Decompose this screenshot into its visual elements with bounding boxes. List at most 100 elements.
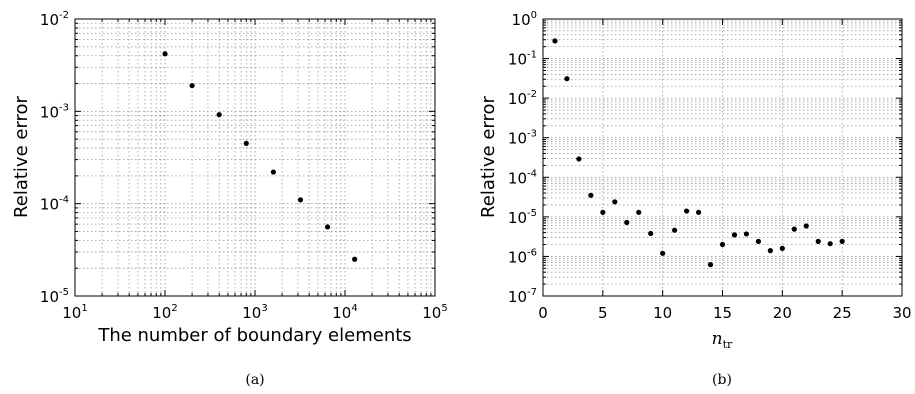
b-data-point <box>767 248 773 254</box>
b-data-point <box>839 238 845 244</box>
a-points <box>162 51 358 262</box>
a-x-tick-label: 104 <box>332 303 357 322</box>
a-data-point <box>189 82 195 89</box>
b-x-tick-label: 5 <box>598 304 608 322</box>
b-data-point <box>660 250 666 256</box>
a-x-tick-base: 10 <box>422 304 441 322</box>
b-data-point <box>564 76 570 82</box>
a-x-tick-label: 101 <box>62 303 87 322</box>
b-points <box>552 38 845 268</box>
a-data-point <box>352 256 358 262</box>
b-y-tick-base: 10 <box>508 248 527 266</box>
b-data-point <box>707 262 714 268</box>
b-caption: (b) <box>712 372 732 388</box>
a-x-tick-base: 10 <box>62 304 81 322</box>
b-y-tick-base: 10 <box>508 209 527 227</box>
b-y-tick-exp: -7 <box>527 287 537 298</box>
a-x-tick-exp: 4 <box>351 303 357 314</box>
b-y-tick-base: 10 <box>508 130 527 148</box>
b-x-tick-label: 20 <box>773 304 792 322</box>
b-y-tick-exp: -3 <box>527 129 537 140</box>
b-data-point <box>779 245 785 251</box>
b-y-tick-label: 10-7 <box>508 287 537 306</box>
b-y-tick-label: 100 <box>512 10 537 29</box>
b-y-tick-base: 10 <box>508 169 527 187</box>
a-x-tick-base: 10 <box>332 304 351 322</box>
b-y-tick-exp: -6 <box>527 247 537 258</box>
b-data-point <box>803 223 809 229</box>
a-y-tick-exp: -2 <box>59 10 69 21</box>
b-y-tick-exp: -1 <box>527 50 537 61</box>
b-data-point <box>827 241 833 247</box>
b-data-point <box>648 230 654 237</box>
a-data-point <box>216 112 222 118</box>
b-y-tick-base: 10 <box>508 90 527 108</box>
a-y-tick-base: 10 <box>40 103 59 121</box>
b-x-axis-label-main: n <box>712 329 723 349</box>
b-x-tick-label: 15 <box>713 304 732 322</box>
panel-a: 101 102 103 104 105 10-510-410-310-2 The num… <box>11 10 448 388</box>
b-y-tick-label: 10-5 <box>508 208 537 227</box>
b-y-tick-exp: -2 <box>527 89 537 100</box>
a-grid <box>74 18 436 297</box>
b-data-point <box>743 231 750 237</box>
a-x-tick-base: 10 <box>152 304 171 322</box>
a-y-tick-label: 10-5 <box>40 287 69 306</box>
b-data-point <box>636 209 642 215</box>
b-x-tick-label: 30 <box>892 304 911 322</box>
a-x-tick-base: 10 <box>242 304 261 322</box>
b-data-point <box>588 192 594 198</box>
b-y-tick-base: 10 <box>512 11 531 29</box>
a-y-tick-exp: -3 <box>59 102 69 113</box>
a-y-tick-label: 10-2 <box>40 10 69 29</box>
b-y-tick-label: 10-3 <box>508 129 537 148</box>
b-data-point <box>719 241 726 248</box>
a-caption: (a) <box>245 372 264 388</box>
a-data-point <box>297 197 304 203</box>
b-y-tick-exp: -4 <box>527 168 537 179</box>
panel-b: 0 5 10 15 20 25 30 10-710-610-510-410-310-210-… <box>478 10 912 388</box>
a-x-tick-exp: 5 <box>441 303 447 314</box>
b-y-tick-base: 10 <box>508 51 527 69</box>
b-y-axis-label: Relative error <box>478 95 499 217</box>
a-x-tick-exp: 1 <box>81 303 87 314</box>
a-data-point <box>243 140 249 146</box>
a-y-tick-base: 10 <box>40 288 59 306</box>
b-y-tick-label: 10-1 <box>508 50 537 69</box>
a-y-tick-exp: -4 <box>59 195 69 206</box>
a-x-tick-label: 102 <box>152 303 177 322</box>
b-y-tick-label: 10-4 <box>508 168 537 187</box>
a-y-axis-label: Relative error <box>11 95 32 217</box>
a-data-point <box>162 51 168 57</box>
b-data-point <box>612 199 618 205</box>
a-y-tick-base: 10 <box>40 196 59 214</box>
a-x-tick-labels: 101 102 103 104 105 <box>62 303 447 322</box>
b-data-point <box>576 156 582 162</box>
a-y-tick-labels: 10-510-410-310-2 <box>40 10 69 306</box>
b-data-point <box>791 226 797 232</box>
b-data-point <box>624 219 630 226</box>
b-x-axis-label: ntr <box>712 329 733 351</box>
b-data-point <box>695 209 702 215</box>
a-x-tick-label: 103 <box>242 303 267 322</box>
b-y-tick-label: 10-2 <box>508 89 537 108</box>
b-x-tick-label: 10 <box>653 304 672 322</box>
a-y-tick-label: 10-3 <box>40 102 69 121</box>
a-ticks <box>74 18 436 297</box>
a-plot-frame <box>74 18 436 297</box>
b-data-point <box>552 38 558 44</box>
b-data-point <box>815 238 821 244</box>
b-y-tick-base: 10 <box>508 288 527 306</box>
a-x-tick-exp: 2 <box>171 303 177 314</box>
b-data-point <box>672 227 678 233</box>
b-grid <box>542 18 903 297</box>
b-x-tick-label: 0 <box>538 304 548 322</box>
b-data-point <box>600 209 606 215</box>
b-y-tick-exp: 0 <box>531 10 537 21</box>
a-data-point <box>324 224 331 230</box>
b-data-point <box>684 208 690 214</box>
a-data-point <box>270 169 276 175</box>
b-ticks <box>542 18 903 297</box>
